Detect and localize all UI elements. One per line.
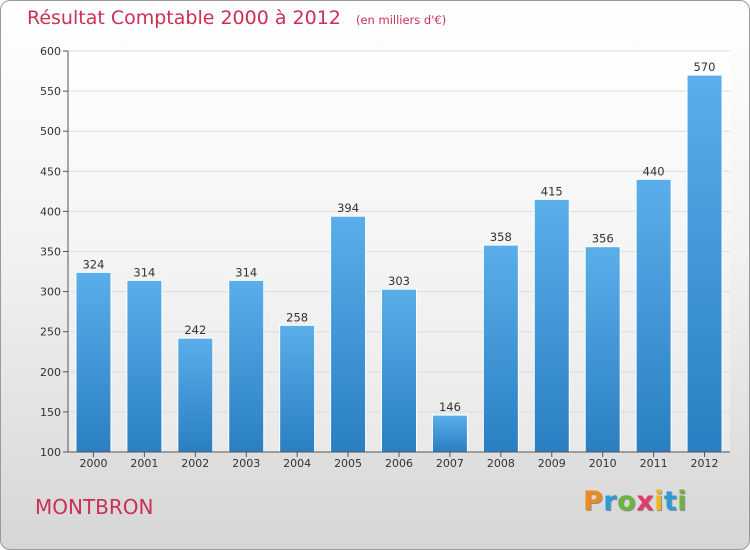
bar-value-label: 314	[235, 265, 257, 279]
bar-value-label: 242	[184, 323, 206, 337]
logo-letter: r	[603, 486, 618, 517]
bar-value-label: 314	[133, 265, 155, 279]
bar-2011	[635, 178, 672, 453]
y-tick-label: 200	[40, 366, 61, 379]
logo-letter: x	[636, 486, 655, 517]
bar-2010	[584, 246, 621, 453]
bar-value-label: 570	[694, 60, 716, 74]
x-tick-label: 2011	[640, 457, 668, 470]
x-tick-label: 2007	[436, 457, 464, 470]
bar-value-label: 415	[541, 184, 563, 198]
y-tick-label: 400	[40, 205, 61, 218]
bar-value-label: 394	[337, 201, 359, 215]
y-tick-label: 150	[40, 406, 61, 419]
chart-title: Résultat Comptable 2000 à 2012	[27, 7, 341, 29]
logo-letter: i	[654, 486, 664, 517]
x-tick-label: 2006	[385, 457, 413, 470]
bar-2003	[228, 279, 265, 453]
bar-value-label: 356	[592, 232, 614, 246]
x-tick-label: 2008	[487, 457, 515, 470]
x-tick-label: 2012	[691, 457, 719, 470]
bar-value-label: 303	[388, 274, 410, 288]
y-tick-label: 500	[40, 125, 61, 138]
x-tick-label: 2001	[130, 457, 158, 470]
logo-letter: P	[583, 486, 604, 517]
logo-letter: o	[617, 486, 637, 517]
y-tick-label: 300	[40, 286, 61, 299]
x-tick-label: 2003	[232, 457, 260, 470]
bar-value-label: 146	[439, 400, 461, 414]
proxiti-logo[interactable]: Proxiti	[583, 486, 687, 517]
x-tick-label: 2005	[334, 457, 362, 470]
y-tick-label: 350	[40, 246, 61, 259]
bar-2012	[686, 74, 723, 453]
bar-2000	[75, 271, 112, 453]
x-tick-label: 2009	[538, 457, 566, 470]
bar-value-label: 440	[643, 164, 665, 178]
bar-value-label: 258	[286, 310, 308, 324]
x-tick-label: 2002	[181, 457, 209, 470]
axis-layer: 100 150 200 250 300 350 400 450 500 550 600 2000 200…	[40, 45, 730, 470]
bar-2001	[126, 279, 163, 453]
x-tick-label: 2010	[589, 457, 617, 470]
y-tick-label: 450	[40, 165, 61, 178]
y-tick-label: 100	[40, 446, 61, 459]
bar-2008	[482, 244, 519, 453]
bar-2002	[177, 337, 214, 453]
bar-2009	[533, 198, 570, 453]
chart-subtitle: (en milliers d'€)	[355, 13, 447, 27]
bar-2004	[279, 324, 316, 453]
x-tick-label: 2000	[79, 457, 107, 470]
bar-2007	[431, 414, 468, 453]
bar-2006	[381, 288, 417, 453]
y-tick-label: 550	[40, 85, 61, 98]
bar-value-label: 358	[490, 230, 512, 244]
logo-letter: t	[663, 486, 678, 517]
place-name: MONTBRON	[35, 495, 154, 519]
bar-2005	[330, 215, 367, 453]
logo-letter: i	[677, 486, 688, 517]
y-tick-label: 600	[40, 45, 61, 58]
y-tick-label: 250	[40, 326, 61, 339]
bar-value-label: 324	[82, 257, 104, 271]
x-tick-label: 2004	[283, 457, 311, 470]
title-row: Résultat Comptable 2000 à 2012 (en milli…	[27, 7, 446, 29]
